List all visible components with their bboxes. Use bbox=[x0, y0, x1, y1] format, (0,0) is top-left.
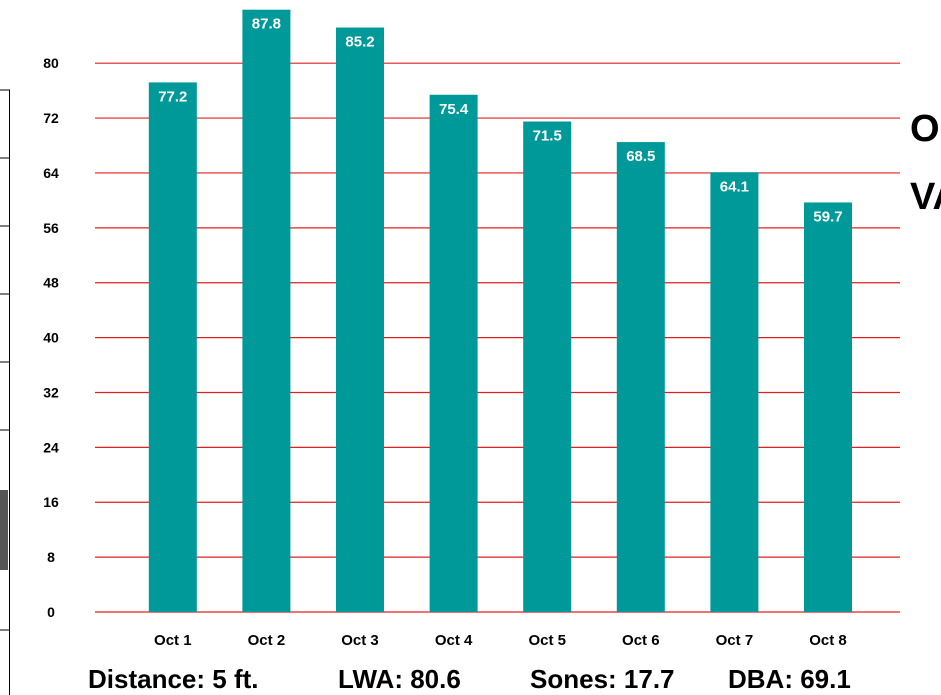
left-frame-decoration bbox=[0, 89, 10, 695]
sones-label: Sones: 17.7 bbox=[530, 664, 675, 694]
y-tick-label: 56 bbox=[43, 220, 59, 236]
x-tick-label: Oct 2 bbox=[248, 632, 286, 649]
y-tick-label: 48 bbox=[43, 275, 59, 291]
data-label: 71.5 bbox=[533, 128, 562, 145]
x-tick-label: Oct 1 bbox=[154, 632, 192, 649]
bar-chart: 0 8 16 24 32 40 48 56 64 72 80 77.2 Oct 1 87.8 Oct 2 85… bbox=[43, 9, 900, 649]
bar bbox=[242, 9, 291, 612]
x-tick-label: Oct 8 bbox=[809, 632, 847, 649]
bar bbox=[148, 82, 197, 612]
data-label: 87.8 bbox=[252, 16, 281, 33]
dba-label: DBA: 69.1 bbox=[728, 664, 851, 694]
bar bbox=[523, 121, 572, 612]
distance-label: Distance: 5 ft. bbox=[88, 664, 259, 694]
bar bbox=[710, 172, 759, 613]
side-title: OCT VALUES bbox=[910, 112, 941, 214]
y-tick-label: 32 bbox=[43, 384, 59, 400]
x-tick-label: Oct 6 bbox=[622, 632, 660, 649]
y-tick-label: 0 bbox=[47, 604, 55, 620]
bar bbox=[804, 202, 852, 612]
data-label: 77.2 bbox=[158, 88, 187, 105]
x-tick-label: Oct 4 bbox=[435, 632, 473, 649]
data-label: 64.1 bbox=[720, 178, 749, 195]
y-tick-label: 64 bbox=[43, 165, 59, 181]
footer-stats: Distance: 5 ft. LWA: 80.6 Sones: 17.7 DB… bbox=[0, 664, 941, 695]
data-label: 59.7 bbox=[813, 208, 842, 225]
bar bbox=[616, 142, 665, 612]
y-tick-label: 72 bbox=[43, 110, 59, 126]
y-tick-label: 24 bbox=[43, 439, 59, 455]
x-tick-label: Oct 5 bbox=[528, 632, 566, 649]
x-tick-label: Oct 3 bbox=[341, 632, 379, 649]
bar bbox=[429, 94, 478, 613]
data-label: 68.5 bbox=[626, 148, 655, 165]
lwa-label: LWA: 80.6 bbox=[338, 664, 461, 694]
y-tick-label: 16 bbox=[43, 494, 59, 510]
y-tick-label: 40 bbox=[43, 330, 59, 346]
data-label: 75.4 bbox=[439, 101, 469, 118]
bar bbox=[336, 27, 384, 612]
data-label: 85.2 bbox=[345, 34, 374, 51]
y-tick-label: 80 bbox=[43, 55, 59, 71]
x-tick-label: Oct 7 bbox=[716, 632, 754, 649]
y-tick-label: 8 bbox=[47, 549, 55, 565]
